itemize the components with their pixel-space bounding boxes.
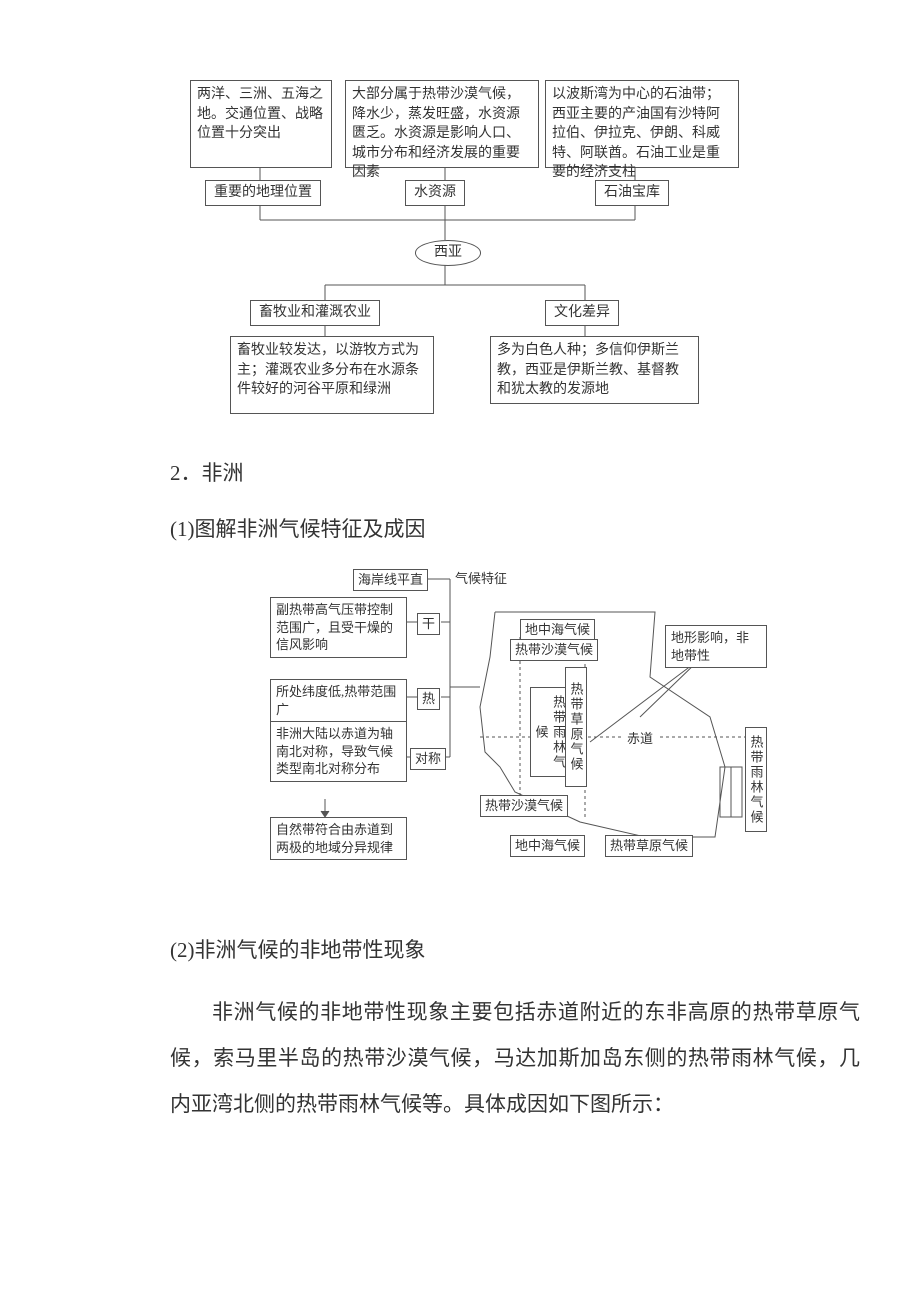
d2-desert-north: 热带沙漠气候 <box>510 639 598 661</box>
diagram-africa-climate: 海岸线平直 气候特征 副热带高气压带控制范围广，且受干燥的信风影响 干 所处纬度… <box>245 567 805 897</box>
d2-sym-cause: 非洲大陆以赤道为轴南北对称，导致气候类型南北对称分布 <box>270 721 407 782</box>
d1-label-oil: 石油宝库 <box>595 180 669 206</box>
subsection-1-title: (1)图解非洲气候特征及成因 <box>170 506 860 552</box>
d1-desc-culture: 多为白色人种；多信仰伊斯兰教，西亚是伊斯兰教、基督教和犹太教的发源地 <box>490 336 699 404</box>
d2-equator: 赤道 <box>623 729 657 749</box>
d2-terrain-note: 地形影响，非地带性 <box>665 625 767 668</box>
d2-desert-south: 热带沙漠气候 <box>480 795 568 817</box>
d1-label-water: 水资源 <box>405 180 465 206</box>
d2-savanna-center: 热带草原气候 <box>565 667 587 787</box>
paragraph-nonzonal: 非洲气候的非地带性现象主要包括赤道附近的东非高原的热带草原气候，索马里半岛的热带… <box>170 989 860 1128</box>
d2-med-north: 地中海气候 <box>520 619 595 641</box>
d2-dry: 干 <box>417 613 440 635</box>
d2-hot: 热 <box>417 688 440 710</box>
d2-zonal: 自然带符合由赤道到两极的地域分异规律 <box>270 817 407 860</box>
d1-desc-agri: 畜牧业较发达，以游牧方式为主；灌溉农业多分布在水源条件较好的河谷平原和绿洲 <box>230 336 434 414</box>
d1-desc-location: 两洋、三洲、五海之地。交通位置、战略位置十分突出 <box>190 80 332 168</box>
d1-center: 西亚 <box>415 240 481 266</box>
d1-label-location: 重要的地理位置 <box>205 180 321 206</box>
d2-hot-cause: 所处纬度低,热带范围广 <box>270 679 407 722</box>
d2-feature-label: 气候特征 <box>455 570 507 588</box>
d1-label-agri: 畜牧业和灌溉农业 <box>250 300 380 326</box>
diagram-west-asia: 两洋、三洲、五海之地。交通位置、战略位置十分突出 大部分属于热带沙漠气候，降水少… <box>190 80 750 420</box>
d2-rainforest-west: 热带雨林气候 <box>530 687 569 777</box>
d1-desc-water: 大部分属于热带沙漠气候，降水少，蒸发旺盛，水资源匮乏。水资源是影响人口、城市分布… <box>345 80 539 168</box>
d2-sym: 对称 <box>410 748 446 770</box>
d2-savanna-south: 热带草原气候 <box>605 835 693 857</box>
d1-desc-oil: 以波斯湾为中心的石油带；西亚主要的产油国有沙特阿拉伯、伊拉克、伊朗、科威特、阿联… <box>545 80 739 168</box>
d1-label-culture: 文化差异 <box>545 300 619 326</box>
d2-med-south: 地中海气候 <box>510 835 585 857</box>
d2-rainforest-east: 热带雨林气候 <box>745 727 767 832</box>
d2-dry-cause: 副热带高气压带控制范围广，且受干燥的信风影响 <box>270 597 407 658</box>
subsection-2-title: (2)非洲气候的非地带性现象 <box>170 927 860 973</box>
d2-coast: 海岸线平直 <box>353 569 428 591</box>
section-2-title: 2．非洲 <box>170 450 860 496</box>
